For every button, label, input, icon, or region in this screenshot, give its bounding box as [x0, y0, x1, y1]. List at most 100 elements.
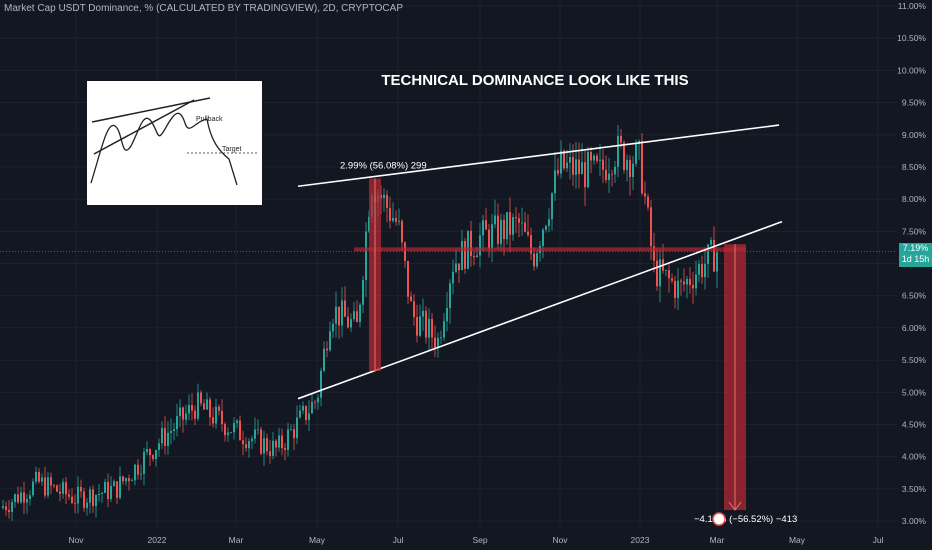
candle-body [299, 410, 301, 418]
x-tick-label: Mar [710, 535, 725, 545]
candle-body [119, 476, 121, 498]
candle-body [29, 495, 31, 499]
candle-body [161, 427, 163, 444]
candle-body [545, 225, 547, 230]
candle-body [686, 278, 688, 285]
candle-body [104, 481, 106, 493]
candle-body [590, 152, 592, 161]
candle-body [53, 485, 55, 487]
candle-body [326, 348, 328, 351]
candle-body [101, 492, 103, 494]
candle-body [143, 451, 145, 474]
current-price-countdown: 1d 15h [901, 254, 930, 264]
candle-body [476, 255, 478, 258]
candle-body [398, 220, 400, 222]
candle-body [74, 503, 76, 504]
candle-body [209, 399, 211, 418]
candle-body [47, 477, 49, 496]
candle-body [413, 301, 415, 318]
y-tick-label: 8.50% [902, 162, 927, 172]
candle-body [569, 156, 571, 163]
candle-body [533, 253, 535, 267]
candle-body [194, 410, 196, 419]
y-tick-label: 8.00% [902, 194, 927, 204]
candle-body [128, 478, 130, 482]
x-tick-label: 2023 [631, 535, 650, 545]
candle-body [470, 230, 472, 256]
symbol-info: Market Cap USDT Dominance, % (CALCULATED… [4, 3, 403, 14]
candle-body [587, 152, 589, 188]
candle-body [317, 397, 319, 403]
trendline-upper [297, 124, 780, 188]
candle-body [650, 207, 652, 247]
x-tick-label: 2022 [148, 535, 167, 545]
candle-body [554, 170, 556, 194]
candle-body [344, 300, 346, 317]
candle-body [314, 401, 316, 403]
candle-body [137, 464, 139, 475]
candle-body [26, 498, 28, 503]
candle-body [296, 417, 298, 439]
candle-body [122, 476, 124, 482]
y-tick-label: 4.00% [902, 452, 927, 462]
candle-body [482, 220, 484, 236]
candle-body [167, 432, 169, 446]
candle-body [23, 492, 25, 503]
candle-body [665, 270, 667, 271]
candle-body [407, 260, 409, 297]
current-price-tag: 7.19% 1d 15h [899, 243, 932, 267]
candle-body [443, 321, 445, 338]
candle-body [491, 224, 493, 249]
candle-body [605, 169, 607, 181]
y-tick-label: 9.00% [902, 130, 927, 140]
candle-body [35, 471, 37, 482]
resistance-level [354, 247, 746, 252]
candle-body [2, 506, 4, 509]
candle-body [95, 495, 97, 507]
candle-body [290, 429, 292, 430]
candle-body [269, 451, 271, 456]
candle-body [494, 215, 496, 225]
candle-body [434, 337, 436, 349]
candle-body [512, 217, 514, 235]
candle-body [581, 162, 583, 175]
candle-body [14, 494, 16, 503]
candle-body [440, 337, 442, 339]
candle-body [608, 173, 610, 181]
x-tick-label: Nov [68, 535, 84, 545]
candle-body [683, 281, 685, 285]
candle-body [653, 246, 655, 261]
candle-body [560, 150, 562, 174]
candle-body [182, 407, 184, 420]
candle-body [302, 405, 304, 411]
y-tick-label: 3.00% [902, 516, 927, 526]
candle-body [362, 280, 364, 305]
candle-body [680, 280, 682, 282]
candle-body [191, 405, 193, 411]
candle-body [626, 159, 628, 170]
candle-body [611, 173, 613, 175]
candle-body [701, 264, 703, 278]
candle-body [452, 271, 454, 284]
candle-body [617, 135, 619, 167]
x-tick-label: Sep [472, 535, 487, 545]
candle-body [551, 193, 553, 220]
candle-body [671, 278, 673, 281]
candle-body [203, 403, 205, 410]
candle-body [353, 311, 355, 320]
candle-body [311, 401, 313, 414]
candle-body [500, 219, 502, 244]
candle-body [674, 280, 676, 298]
candle-body [158, 443, 160, 451]
candle-body [479, 235, 481, 256]
pattern-inset-image: Pullback Target [87, 81, 262, 205]
candle-body [692, 284, 694, 289]
candle-body [506, 212, 508, 240]
candle-body [11, 502, 13, 512]
x-tick-label: Jul [873, 535, 884, 545]
candle-body [56, 485, 58, 492]
candle-body [272, 440, 274, 456]
candle-body [509, 212, 511, 235]
candle-body [257, 429, 259, 431]
